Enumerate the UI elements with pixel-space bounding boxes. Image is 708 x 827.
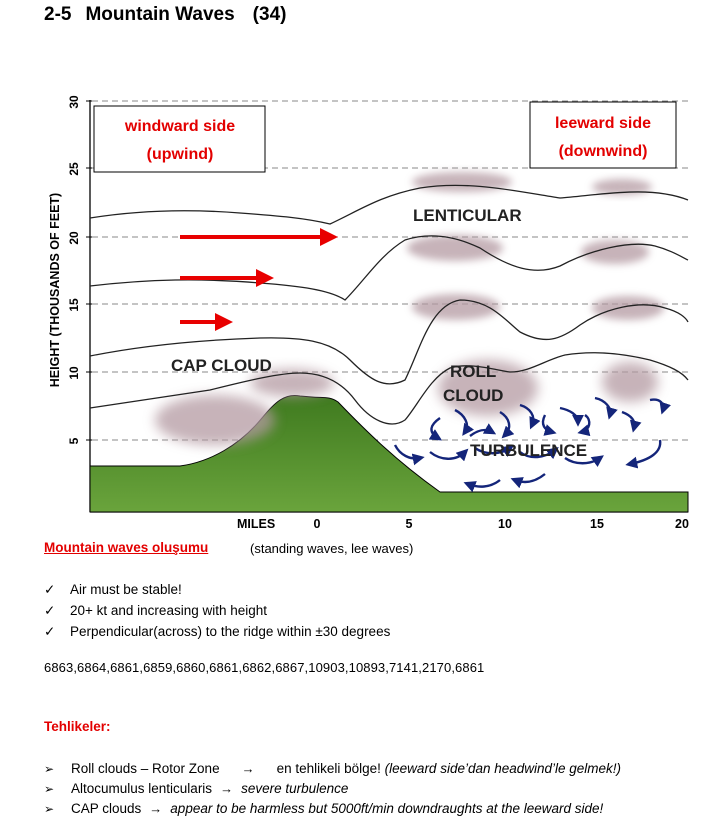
x-tick-label: 0 [314, 517, 321, 531]
lenticular-cloud-shape [407, 235, 503, 261]
list-item: ➢ Altocumulus lenticularis → severe turbule… [44, 779, 621, 799]
hazards-list: ➢ Roll clouds – Rotor Zone → en tehlikeli b… [44, 759, 621, 819]
wind-arrow-head [215, 313, 233, 331]
page-title: 2-5 Mountain Waves (34) [44, 4, 286, 26]
y-tick-label: 30 [67, 95, 81, 109]
hazard-subject: Altocumulus lenticularis [71, 781, 213, 796]
rotor-arrows [393, 396, 671, 493]
section-subheading: (standing waves, lee waves) [250, 541, 414, 556]
list-item: ✓ Perpendicular(across) to the ridge with… [44, 621, 390, 642]
turbulence-label: TURBULENCE [470, 441, 587, 460]
y-tick-label: 25 [67, 162, 81, 176]
list-item: ➢ Roll clouds – Rotor Zone → en tehlikeli b… [44, 759, 621, 779]
x-tick-label: 20 [675, 517, 689, 531]
wind-arrow-head [256, 269, 274, 287]
y-axis-label: HEIGHT (THOUSANDS OF FEET) [48, 193, 62, 387]
roll-cloud-label: ROLL [450, 362, 496, 381]
check-icon: ✓ [44, 603, 56, 618]
conditions-list: ✓ Air must be stable! ✓ 20+ kt and increas… [44, 579, 390, 642]
y-tick-label: 5 [67, 437, 81, 444]
x-tick-label: 15 [590, 517, 604, 531]
section-heading: Mountain waves oluşumu [44, 540, 209, 555]
x-tick-label: 5 [406, 517, 413, 531]
windward-label: windward side [124, 118, 235, 135]
windward-box [93, 105, 266, 173]
hazards-heading: Tehlikeler: [44, 719, 111, 734]
hazard-subject: Roll clouds – Rotor Zone [71, 761, 220, 776]
lenticular-cloud-shape [412, 172, 512, 192]
cap-cloud-shape [155, 395, 275, 445]
condition-text: Perpendicular(across) to the ridge withi… [70, 624, 391, 639]
check-icon: ✓ [44, 582, 56, 597]
arrow-bullet-icon: ➢ [44, 802, 55, 816]
condition-text: Air must be stable! [70, 582, 182, 597]
list-item: ✓ Air must be stable! [44, 579, 390, 600]
y-tick-label: 15 [67, 298, 81, 312]
hazard-consequence: severe turbulence [241, 781, 349, 796]
right-arrow-icon: → [149, 801, 163, 816]
hazard-consequence: appear to be harmless but 5000ft/min dow… [170, 801, 604, 816]
y-tick-label: 20 [67, 231, 81, 245]
leeward-box [529, 101, 677, 169]
x-tick-label: 10 [498, 517, 512, 531]
roll-cloud-shape [602, 362, 658, 402]
wind-arrow-head [320, 228, 338, 246]
roll-cloud-shape [438, 360, 538, 416]
mountain-waves-diagram: 30 25 20 15 10 5 HEIGHT (THOUSANDS OF FE… [48, 95, 689, 531]
y-tick-label: 10 [67, 366, 81, 380]
hazard-subject: CAP clouds [71, 801, 142, 816]
arrow-bullet-icon: ➢ [44, 762, 55, 776]
check-icon: ✓ [44, 624, 56, 639]
roll-cloud-label: CLOUD [443, 386, 503, 405]
list-item: ✓ 20+ kt and increasing with height [44, 600, 390, 621]
streamlines [89, 184, 689, 425]
leeward-label: leeward side [555, 115, 651, 132]
section-title: Mountain Waves [85, 4, 235, 25]
lenticular-cloud-shape [412, 294, 500, 320]
lenticular-cloud-shape [592, 296, 664, 320]
hazard-consequence: en tehlikeli bölge! [276, 761, 381, 776]
lenticular-cloud-shape [581, 240, 649, 264]
lenticular-label: LENTICULAR [413, 206, 522, 225]
condition-text: 20+ kt and increasing with height [70, 603, 268, 618]
question-numbers: 6863,6864,6861,6859,6860,6861,6862,6867,… [44, 660, 485, 675]
right-arrow-icon: → [220, 781, 234, 796]
lenticular-cloud-shape [592, 179, 652, 195]
hazard-note: (leeward side’dan headwind’le gelmek!) [384, 761, 622, 776]
right-arrow-icon: → [241, 761, 255, 776]
wind-arrows [180, 228, 338, 331]
arrow-bullet-icon: ➢ [44, 782, 55, 796]
list-item: ➢ CAP clouds → appear to be harmless but 50… [44, 799, 621, 819]
clouds [155, 172, 664, 445]
cap-cloud-label: CAP CLOUD [171, 356, 272, 375]
x-axis-label: MILES [237, 517, 275, 531]
leeward-sublabel: (downwind) [559, 143, 648, 160]
y-axis-ticks [86, 100, 92, 441]
windward-sublabel: (upwind) [147, 146, 214, 163]
section-number: 2-5 [44, 4, 72, 25]
page-reference: (34) [252, 4, 287, 25]
